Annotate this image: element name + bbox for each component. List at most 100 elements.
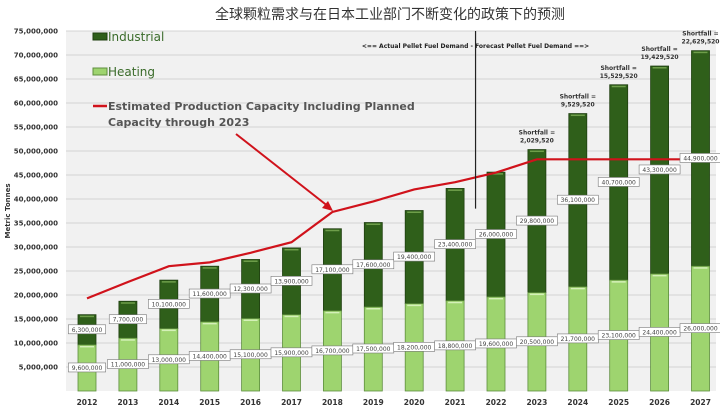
bar-heating-highlight	[202, 322, 217, 325]
data-label-industrial-box	[516, 215, 558, 226]
data-label-industrial: 40,700,000	[602, 179, 637, 186]
bar-industrial-highlight	[202, 267, 217, 269]
arrowhead-icon	[322, 201, 333, 211]
y-tick-label: 70,000,000	[14, 52, 58, 60]
x-tick-label: 2014	[158, 398, 179, 407]
bar-industrial-highlight	[120, 302, 135, 304]
data-label-industrial: 29,800,000	[520, 218, 555, 225]
bar-heating-highlight	[407, 304, 422, 307]
data-label-heating: 26,000,000	[683, 326, 718, 333]
x-tick-label: 2026	[649, 398, 670, 407]
x-tick-label: 2016	[240, 398, 261, 407]
y-tick-label: 30,000,000	[14, 244, 58, 252]
bar-heating-highlight	[325, 311, 340, 314]
y-tick-label: 10,000,000	[14, 340, 58, 348]
bar-industrial-highlight	[80, 315, 94, 318]
bar-industrial-highlight	[366, 223, 381, 226]
x-tick-label: 2018	[322, 398, 343, 407]
data-label-industrial-box	[148, 299, 190, 309]
bar-industrial-highlight	[652, 67, 667, 69]
data-label-industrial: 43,300,000	[642, 167, 677, 174]
data-label-industrial: 12,300,000	[233, 286, 268, 293]
x-tick-label: 2023	[526, 398, 547, 407]
shortfall-label: Shortfall =	[641, 46, 677, 53]
data-label-industrial: 10,100,000	[152, 301, 187, 308]
legend-label-heating: Heating	[108, 65, 155, 79]
capacity-line	[86, 158, 701, 300]
bar-industrial-highlight	[529, 150, 544, 153]
data-label-industrial-box	[393, 251, 436, 262]
y-tick-label: 35,000,000	[14, 220, 58, 228]
bar-heating-highlight	[161, 329, 176, 332]
data-label-heating: 13,000,000	[152, 357, 187, 364]
shortfall-value: 22,629,520	[682, 39, 720, 46]
data-label-industrial-box	[597, 177, 640, 187]
data-label-industrial-box	[270, 276, 313, 286]
data-label-heating: 20,500,000	[520, 339, 555, 346]
bar-industrial-highlight	[570, 114, 585, 117]
x-tick-label: 2017	[281, 398, 302, 407]
data-label-heating: 19,600,000	[479, 341, 514, 348]
data-label-heating: 18,200,000	[397, 344, 432, 351]
data-label-heating: 15,900,000	[274, 350, 309, 357]
x-tick-label: 2013	[117, 398, 138, 407]
legend-swatch-heating	[92, 67, 108, 76]
data-label-industrial: 7,700,000	[113, 317, 144, 324]
bar-industrial-highlight	[325, 229, 340, 232]
data-label-industrial-box	[68, 324, 106, 335]
data-label-industrial-box	[679, 153, 720, 163]
y-axis-label: Metric Tonnes	[4, 183, 12, 238]
data-label-industrial: 6,300,000	[72, 327, 103, 334]
data-label-industrial: 19,400,000	[397, 254, 432, 261]
x-tick-label: 2021	[445, 398, 466, 407]
shortfall-value: 9,529,520	[561, 102, 595, 109]
x-tick-label: 2027	[690, 398, 711, 407]
shortfall-label: Shortfall =	[519, 130, 555, 137]
x-tick-label: 2019	[363, 398, 384, 407]
y-tick-label: 65,000,000	[14, 76, 58, 84]
bar-heating-highlight	[693, 267, 708, 269]
shortfall-value: 2,029,520	[520, 138, 554, 145]
bar-industrial-highlight	[161, 281, 176, 283]
data-label-industrial-box	[311, 264, 354, 275]
shortfall-label: Shortfall =	[682, 31, 718, 38]
bar-heating-highlight	[652, 274, 667, 277]
data-label-industrial: 36,100,000	[561, 197, 596, 204]
data-label-industrial: 17,600,000	[356, 262, 391, 269]
bar-industrial-highlight	[284, 248, 299, 251]
legend-swatch-industrial	[92, 32, 108, 41]
legend-label-industrial: Industrial	[108, 30, 164, 44]
data-label-industrial-box	[188, 288, 231, 299]
data-label-heating: 24,400,000	[642, 329, 677, 336]
shortfall-label: Shortfall =	[600, 65, 636, 72]
data-label-heating: 9,600,000	[72, 365, 103, 372]
x-tick-label: 2024	[567, 398, 588, 407]
data-label-heating: 15,100,000	[233, 352, 268, 359]
shortfall-value: 19,429,520	[641, 54, 679, 61]
bar-heating-highlight	[80, 345, 94, 348]
bar-heating-highlight	[570, 287, 585, 290]
bar-heating-highlight	[120, 339, 135, 341]
x-tick-label: 2020	[404, 398, 425, 407]
bar-industrial-highlight	[407, 211, 422, 214]
data-label-heating: 21,700,000	[561, 336, 596, 343]
legend-label-capacity-2: Capacity through 2023	[108, 116, 249, 129]
y-tick-label: 45,000,000	[14, 172, 58, 180]
bar-industrial-highlight	[489, 173, 503, 175]
data-label-industrial: 11,600,000	[193, 291, 228, 298]
bar-heating-highlight	[529, 293, 544, 296]
data-label-industrial: 13,900,000	[274, 278, 309, 285]
shortfall-value: 15,529,520	[600, 73, 638, 80]
data-label-heating: 16,700,000	[315, 348, 350, 355]
y-tick-label: 5,000,000	[19, 364, 59, 372]
bar-heating-highlight	[366, 308, 381, 310]
data-label-industrial: 17,100,000	[315, 267, 350, 274]
data-label-industrial-box	[475, 229, 517, 239]
divider-annotation: <== Actual Pellet Fuel Demand - Forecast…	[362, 43, 589, 50]
y-tick-label: 55,000,000	[14, 124, 58, 132]
bar-industrial-highlight	[243, 260, 258, 262]
y-tick-label: 50,000,000	[14, 148, 58, 156]
legend-pointer-arrow	[235, 133, 330, 208]
